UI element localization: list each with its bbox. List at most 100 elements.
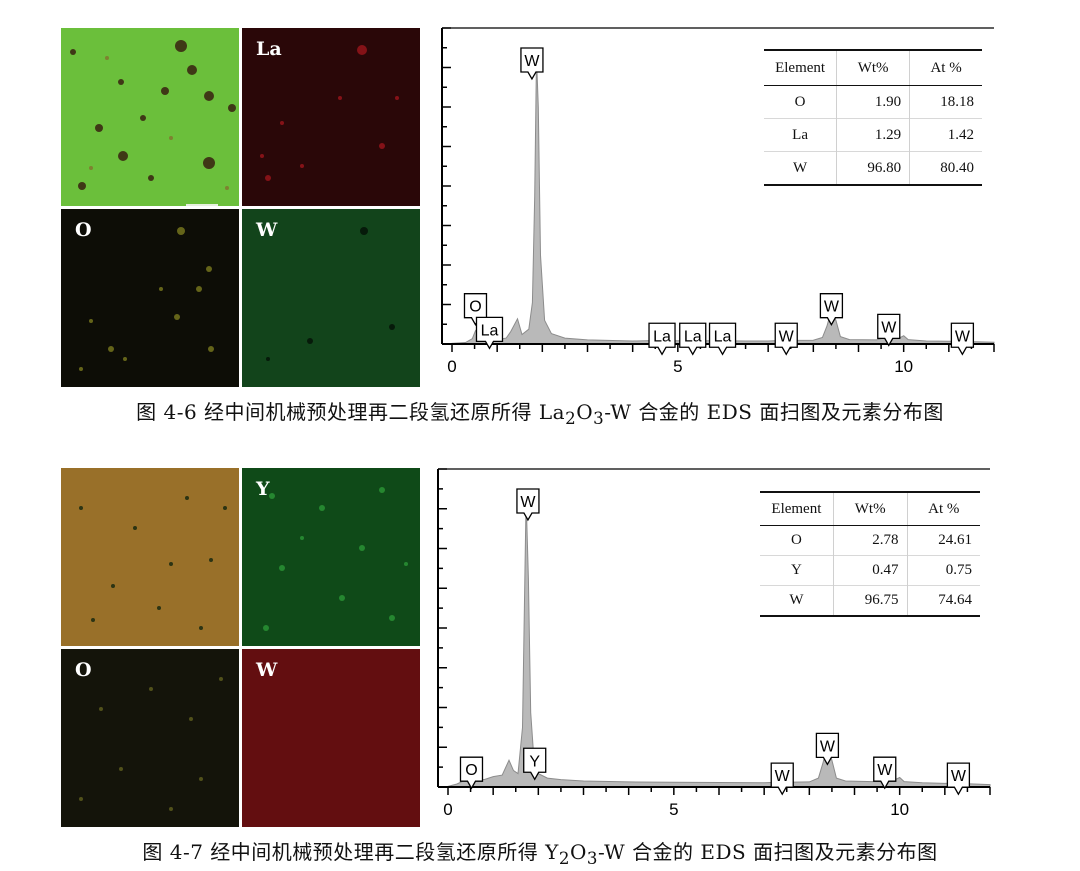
svg-text:O: O: [469, 299, 481, 316]
svg-text:La: La: [653, 328, 671, 345]
table-header: Wt%: [836, 50, 910, 86]
table-cell: W: [764, 151, 837, 185]
eds-la-map: La: [242, 28, 420, 206]
peak-label: Y: [523, 747, 547, 781]
table-cell: 2.78: [832, 525, 908, 556]
eds-map-grid: Y O W: [61, 468, 420, 827]
eds-w-map: W: [242, 209, 420, 387]
svg-text:W: W: [824, 299, 840, 316]
table-cell: 0.47: [832, 555, 908, 586]
w-map-image: [242, 649, 420, 827]
map-label-o: O: [75, 659, 92, 681]
svg-text:W: W: [877, 762, 893, 779]
table-header: Wt%: [832, 492, 908, 526]
overlay-map-image: [61, 28, 239, 206]
caption-subscript: 3: [593, 409, 605, 428]
table-row: La 1.29 1.42: [764, 118, 982, 152]
table-header: Element: [764, 50, 837, 86]
table-row: Y 0.47 0.75: [760, 555, 980, 586]
x-tick-label: 5: [669, 800, 678, 819]
peak-label: W: [774, 322, 798, 356]
x-tick-label: 5: [673, 357, 682, 376]
table-header-row: Element Wt% At %: [760, 492, 980, 526]
peak-label: W: [770, 762, 794, 796]
overlay-map-image: [61, 468, 239, 646]
table-cell: 1.29: [836, 118, 910, 152]
peak-label: W: [877, 313, 901, 347]
map-label-w: W: [256, 659, 278, 681]
la-map-image: [242, 28, 420, 206]
caption-text-mid: O: [569, 840, 587, 864]
svg-text:W: W: [820, 738, 836, 755]
eds-overlay-map: [61, 468, 239, 646]
table-cell: Y: [760, 555, 834, 586]
caption-text: 经中间机械预处理再二段氢还原所得 La2O3-W 合金的 EDS 面扫图及元素分…: [204, 400, 944, 428]
eds-o-map: O: [61, 209, 239, 387]
peak-label: La: [475, 316, 504, 350]
svg-text:W: W: [520, 494, 536, 511]
table-header: At %: [909, 50, 982, 86]
figure-4-7: Y O W: [0, 440, 1080, 871]
o-map-image: [61, 649, 239, 827]
table-cell: 74.64: [906, 585, 980, 616]
svg-text:Y: Y: [529, 753, 540, 770]
map-label-w: W: [256, 219, 278, 241]
peak-label: W: [819, 293, 844, 326]
x-tick-label: 10: [894, 357, 913, 376]
eds-map-grid: La O: [61, 28, 421, 388]
eds-overlay-map: [61, 28, 239, 206]
x-tick-label: 10: [890, 800, 909, 819]
svg-text:La: La: [714, 328, 732, 345]
table-row: O 2.78 24.61: [760, 525, 980, 556]
caption-label: 图 4-7: [142, 840, 204, 864]
table-cell: 96.75: [832, 585, 908, 616]
table-cell: 1.42: [909, 118, 982, 152]
caption-text-before: 经中间机械预处理再二段氢还原所得 La: [204, 400, 566, 424]
table-cell: 18.18: [909, 85, 982, 119]
eds-w-map: W: [242, 649, 420, 827]
table-header: Element: [760, 492, 834, 526]
peak-label: W: [520, 47, 544, 81]
peak-label: La: [648, 322, 676, 356]
table-cell: O: [760, 525, 834, 556]
eds-o-map: O: [61, 649, 239, 827]
map-label-y: Y: [256, 478, 270, 500]
caption-text-before: 经中间机械预处理再二段氢还原所得 Y: [210, 840, 559, 864]
peak-label: W: [815, 732, 840, 766]
peak-label: W: [946, 762, 971, 796]
eds-y-map: Y: [242, 468, 420, 646]
o-map-image: [61, 209, 239, 387]
caption-subscript: 3: [586, 849, 598, 868]
caption-subscript: 2: [565, 409, 577, 428]
x-tick-label: 0: [447, 357, 456, 376]
caption-text-mid: O: [576, 400, 594, 424]
caption-label: 图 4-6: [136, 400, 198, 424]
svg-text:W: W: [881, 319, 897, 336]
table-cell: 1.90: [836, 85, 910, 119]
figure-4-6: La O: [61, 28, 421, 388]
svg-text:W: W: [951, 768, 967, 785]
caption-text: 经中间机械预处理再二段氢还原所得 Y2O3-W 合金的 EDS 面扫图及元素分布…: [210, 840, 938, 868]
eds-composition-table-1: Element Wt% At % O 1.90 18.18 La 1.29 1.…: [764, 49, 982, 186]
table-cell: 96.80: [836, 151, 910, 185]
svg-text:La: La: [684, 328, 702, 345]
caption-subscript: 2: [558, 849, 570, 868]
table-cell: La: [764, 118, 837, 152]
peak-label: La: [679, 322, 707, 356]
eds-composition-table-2: Element Wt% At % O 2.78 24.61 Y 0.47 0.7…: [760, 491, 980, 617]
table-header-row: Element Wt% At %: [764, 50, 982, 86]
peak-label: O: [459, 756, 484, 790]
spectrum-area: [447, 497, 991, 788]
peak-label: La: [708, 322, 737, 356]
figure-caption-4-6: 图 4-6 经中间机械预处理再二段氢还原所得 La2O3-W 合金的 EDS 面…: [0, 396, 1080, 428]
caption-text-after: -W 合金的 EDS 面扫图及元素分布图: [597, 840, 938, 864]
table-cell: W: [760, 585, 834, 616]
w-map-image: [242, 209, 420, 387]
svg-text:W: W: [779, 328, 795, 345]
svg-text:O: O: [465, 762, 477, 779]
peak-label: W: [950, 322, 975, 356]
peak-label: W: [516, 488, 540, 522]
table-cell: O: [764, 85, 837, 119]
